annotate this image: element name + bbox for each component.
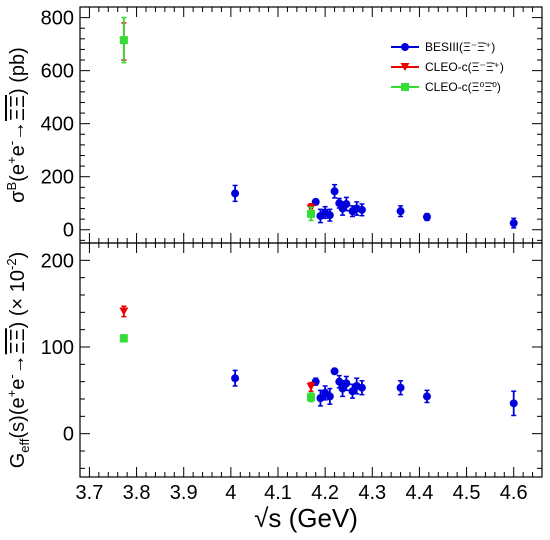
top-series2-point0-marker: [119, 36, 128, 45]
top-y-tick-label: 800: [41, 8, 74, 30]
bottom-series2-point1-marker: [307, 393, 315, 402]
top-y-tick-label: 600: [41, 61, 74, 83]
legend-marker-0: [401, 43, 409, 51]
legend-marker-1: [400, 63, 410, 71]
x-tick-label: 4.3: [358, 482, 386, 504]
top-series0-point11-marker: [357, 205, 366, 214]
top-y-tick-label: 400: [41, 114, 74, 136]
axis-ticks: [79, 6, 543, 477]
top-series0-point5-marker: [330, 187, 339, 196]
bottom-series0-point4-marker: [325, 392, 334, 401]
x-tick-label: 4.1: [264, 482, 292, 504]
bottom-series1-point0-marker: [119, 307, 129, 316]
bottom-series0-point14-marker: [509, 399, 518, 408]
x-tick-label: 4.6: [500, 482, 528, 504]
bottom-series0-point8-marker: [342, 379, 351, 388]
top-series0-point8-marker: [342, 200, 351, 209]
bottom-series0-point6-marker: [335, 377, 344, 386]
bottom-series0-point12-marker: [396, 383, 405, 392]
bottom-y-tick-label: 200: [41, 250, 74, 272]
x-tick-label: 3.7: [76, 482, 104, 504]
top-series0-point12-marker: [396, 207, 405, 216]
bottom-series0-point2-marker: [316, 394, 325, 403]
x-tick-label: 4.4: [406, 482, 434, 504]
x-tick-label: 4.2: [311, 482, 339, 504]
legend: BESIII(Ξ⁻Ξ̄⁺) CLEO-c(Ξ⁻Ξ̄⁺) CLEO-c(Ξ⁰Ξ̄⁰): [391, 40, 504, 94]
bottom-panel-marks: [119, 305, 518, 417]
x-tick-label: 3.8: [123, 482, 151, 504]
x-tick-label: 4: [225, 482, 236, 504]
top-panel-marks: [119, 16, 518, 229]
bottom-y-axis-title: Geff(s)(e+e-→ΞΞ) (× 10-2): [4, 252, 32, 469]
bottom-series0-point5-marker: [330, 367, 339, 376]
top-y-tick-label: 0: [63, 220, 74, 242]
bottom-panel-frame: [79, 242, 543, 478]
top-series0-point0-marker: [231, 189, 240, 198]
legend-label-0: BESIII(Ξ⁻Ξ̄⁺): [425, 40, 495, 54]
top-series0-point14-marker: [509, 219, 518, 228]
top-series0-point13-marker: [422, 213, 431, 222]
top-series2-point1-marker: [307, 209, 315, 218]
top-y-tick-label: 200: [41, 167, 74, 189]
top-y-axis-title: σB(e+e-→ΞΞ) (pb): [4, 47, 29, 203]
legend-label-2: CLEO-c(Ξ⁰Ξ̄⁰): [425, 80, 501, 94]
bottom-series0-point13-marker: [422, 392, 431, 401]
top-series0-point1-marker: [311, 197, 320, 206]
legend-label-1: CLEO-c(Ξ⁻Ξ̄⁺): [425, 60, 504, 74]
bottom-series0-point11-marker: [357, 383, 366, 392]
bottom-y-tick-label: 0: [63, 424, 74, 446]
x-axis-title: √s (GeV): [254, 503, 358, 533]
bottom-series2-point0-marker: [119, 334, 128, 343]
tick-labels: 3.7 3.8 3.9 4 4.1 4.2 4.3 4.4 4.5 4.6 0 200 400 600 80…: [41, 8, 528, 504]
x-tick-label: 4.5: [453, 482, 481, 504]
bottom-series1-point1-marker: [306, 382, 316, 391]
bottom-y-tick-label: 100: [41, 337, 74, 359]
top-series0-point4-marker: [325, 211, 334, 220]
legend-marker-2: [401, 83, 409, 91]
x-tick-label: 3.9: [170, 482, 198, 504]
bottom-series0-point0-marker: [231, 374, 240, 383]
